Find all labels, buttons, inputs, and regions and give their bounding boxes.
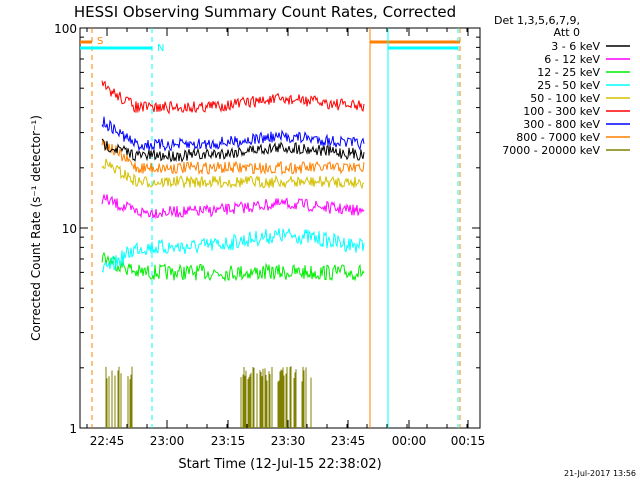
- legend-entry: 12 - 25 keV: [537, 66, 600, 79]
- x-axis-label: Start Time (12-Jul-15 22:38:02): [178, 457, 381, 472]
- legend-entry: 3 - 6 keV: [551, 40, 600, 53]
- plot-area: 1 10 100 22:45 23:00 23:15 23:30 23:45 00:00 00:1…: [54, 22, 485, 448]
- series-50-100-kev: [101, 158, 365, 190]
- flag-label: N: [157, 43, 164, 54]
- y-tick-label: 1: [69, 422, 77, 436]
- chart-title: HESSI Observing Summary Count Rates, Cor…: [74, 3, 456, 21]
- legend-entry: 100 - 300 keV: [523, 105, 600, 118]
- x-tick-label: 22:45: [90, 434, 125, 448]
- series-100-300-kev: [101, 80, 365, 115]
- series-300-800-kev: [101, 116, 365, 152]
- x-tick-label: 23:45: [331, 434, 366, 448]
- legend-entry: 25 - 50 keV: [537, 79, 600, 92]
- series-25-50-kev: [101, 228, 365, 273]
- series-7000-20000-kev: [105, 366, 312, 428]
- x-tick-label: 23:00: [150, 434, 185, 448]
- legend-entry: 6 - 12 keV: [544, 53, 600, 66]
- series-3-6-kev: [101, 138, 365, 163]
- x-tick-label: 00:00: [392, 434, 427, 448]
- y-axis-label: Corrected Count Rate (s⁻¹ detector⁻¹): [29, 115, 43, 341]
- legend-entry: 7000 - 20000 keV: [502, 144, 600, 157]
- legend-entry: 50 - 100 keV: [530, 92, 600, 105]
- series-12-25-kev: [101, 251, 365, 283]
- legend-entry: 300 - 800 keV: [523, 118, 600, 131]
- x-tick-label: 23:30: [271, 434, 306, 448]
- timestamp: 21-Jul-2017 13:56: [564, 469, 636, 478]
- x-tick-label: 23:15: [211, 434, 246, 448]
- series-6-12-kev: [101, 194, 365, 220]
- y-tick-label: 100: [54, 22, 77, 36]
- plot-frame: [79, 27, 481, 429]
- series-800-7000-kev: [101, 138, 365, 176]
- flag-label: S: [97, 36, 103, 47]
- legend-entry: 800 - 7000 keV: [516, 131, 600, 144]
- y-tick-label: 10: [62, 222, 77, 236]
- legend-header: Det 1,3,5,6,7,9,: [494, 14, 580, 27]
- x-tick-label: 00:15: [451, 434, 486, 448]
- legend-header: Att 0: [554, 26, 580, 39]
